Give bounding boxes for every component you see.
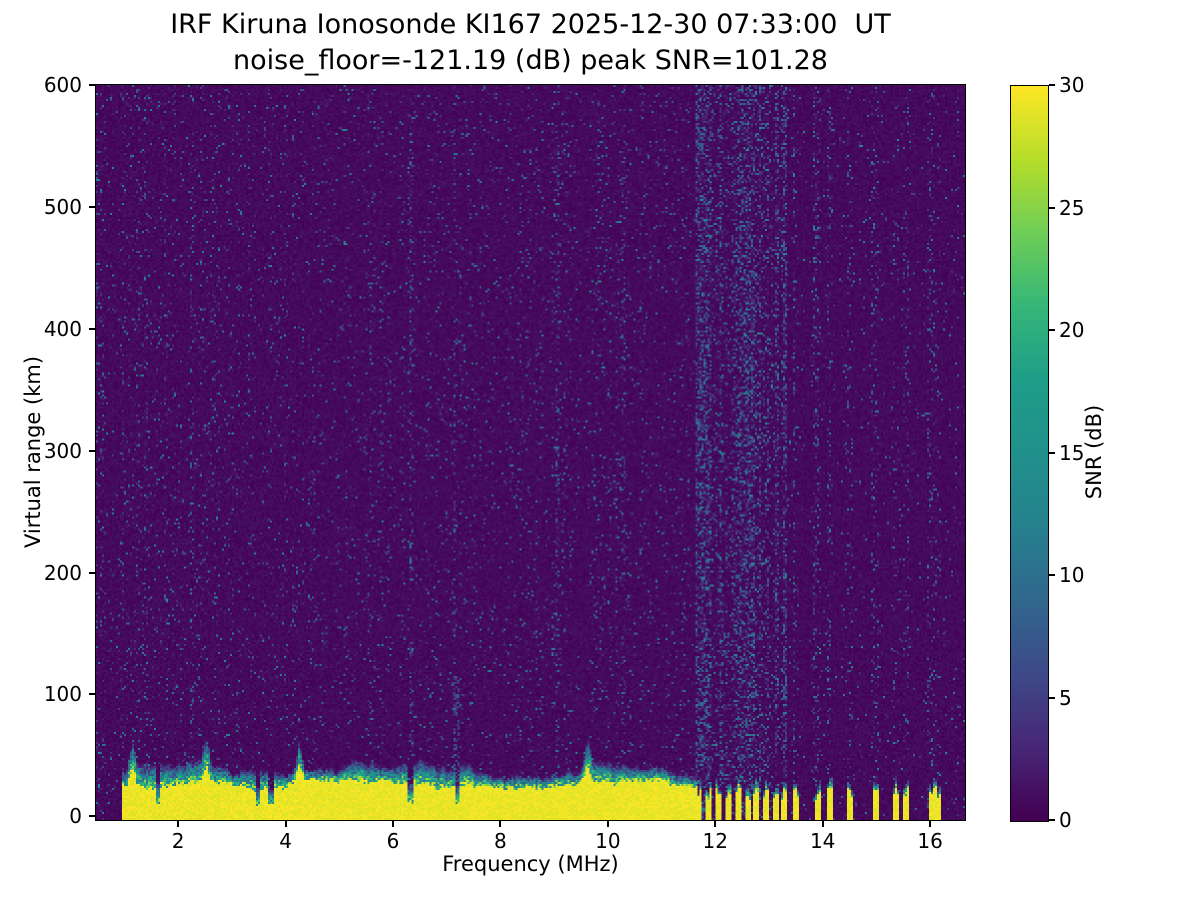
colorbar-tick-label: 10 (1059, 563, 1085, 587)
y-tick-mark (89, 815, 95, 818)
x-tick-label: 16 (917, 829, 943, 853)
x-tick-label: 6 (386, 829, 400, 853)
y-tick-mark (89, 84, 95, 86)
colorbar-tick-mark (1049, 451, 1055, 454)
colorbar-gradient (1011, 86, 1048, 821)
x-tick-mark (606, 821, 609, 827)
x-tick-mark (284, 821, 287, 827)
y-tick-label: 600 (43, 73, 82, 97)
colorbar-tick-label: 5 (1059, 685, 1072, 710)
colorbar-tick-label: 20 (1059, 318, 1085, 342)
y-tick-label: 200 (43, 560, 82, 585)
y-tick-mark (89, 693, 95, 696)
x-tick-label: 4 (279, 829, 292, 853)
colorbar-tick-mark (1049, 574, 1055, 576)
x-tick-mark (177, 821, 180, 827)
x-tick-label: 8 (494, 829, 507, 853)
colorbar-tick-mark (1049, 696, 1055, 699)
y-tick-label: 0 (69, 804, 82, 829)
colorbar-tick-label: 0 (1059, 808, 1072, 832)
chart-title: IRF Kiruna Ionosonde KI167 2025-12-30 07… (170, 9, 891, 40)
x-tick-label: 10 (595, 829, 621, 853)
heatmap-canvas (96, 85, 965, 820)
colorbar-tick-label: 30 (1059, 73, 1085, 97)
heatmap-plot-area (95, 84, 966, 821)
y-tick-mark (89, 571, 95, 574)
y-tick-label: 100 (43, 682, 82, 707)
colorbar-tick-mark (1049, 329, 1055, 331)
x-tick-mark (392, 821, 394, 827)
x-tick-label: 14 (809, 829, 836, 853)
colorbar-tick-mark (1049, 84, 1055, 86)
colorbar-tick-label: 15 (1059, 440, 1085, 465)
x-tick-label: 2 (171, 829, 185, 853)
y-tick-label: 300 (43, 438, 82, 463)
x-tick-mark (821, 821, 824, 827)
colorbar-tick-label: 25 (1059, 195, 1085, 220)
colorbar-tick-mark (1049, 819, 1055, 821)
x-tick-mark (714, 821, 717, 827)
colorbar (1010, 85, 1049, 822)
y-tick-mark (89, 449, 95, 452)
y-tick-label: 500 (43, 194, 82, 219)
x-tick-mark (499, 821, 502, 827)
x-axis-label: Frequency (MHz) (442, 852, 619, 876)
x-tick-mark (929, 821, 932, 827)
y-tick-label: 400 (43, 316, 82, 341)
y-tick-mark (89, 327, 95, 330)
y-tick-mark (89, 205, 95, 208)
colorbar-tick-mark (1049, 206, 1055, 209)
chart-subtitle: noise_floor=-121.19 (dB) peak SNR=101.28 (233, 45, 828, 76)
x-tick-label: 12 (702, 829, 728, 853)
